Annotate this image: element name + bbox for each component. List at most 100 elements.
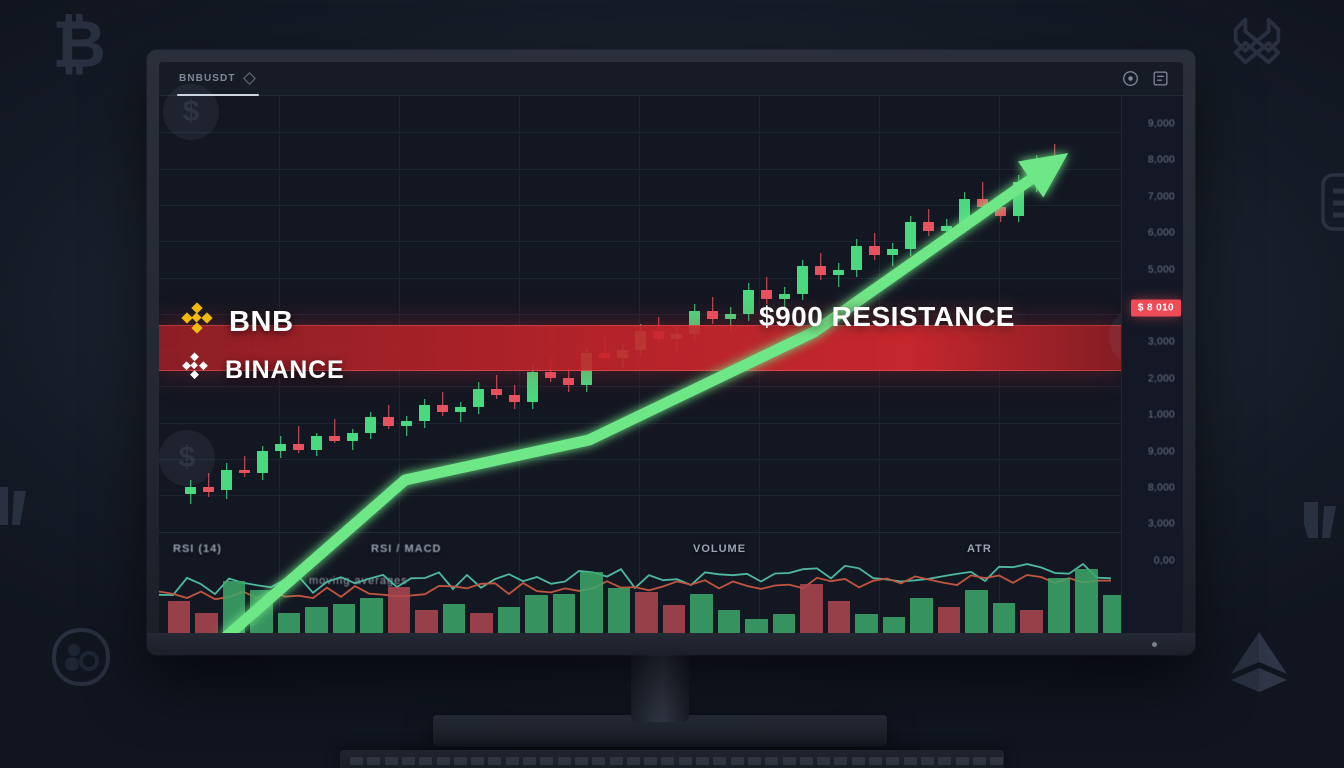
- candle-wick: [495, 374, 498, 399]
- list-panel-icon[interactable]: [1150, 68, 1171, 89]
- candle-wick: [441, 391, 444, 416]
- keyboard[interactable]: [340, 750, 1004, 768]
- diamond-icon[interactable]: [242, 72, 256, 85]
- candlestick: [185, 96, 196, 532]
- keyboard-key[interactable]: [505, 757, 519, 765]
- candle-wick: [981, 181, 984, 213]
- keyboard-key[interactable]: [644, 757, 658, 765]
- keyboard-key[interactable]: [384, 757, 398, 765]
- candle-body: [887, 249, 898, 255]
- candlestick: [707, 96, 718, 532]
- volume-bar: [360, 598, 383, 633]
- candle-body: [455, 407, 466, 413]
- keyboard-key[interactable]: [920, 757, 934, 765]
- binance-diamond-logo-white-icon: [179, 352, 211, 389]
- keyboard-key[interactable]: [765, 757, 779, 765]
- chainlink-icon: [1224, 8, 1290, 74]
- resistance-annotation-label: $900 RESISTANCE: [759, 301, 1015, 332]
- keyboard-key[interactable]: [869, 757, 882, 765]
- candle-body: [941, 225, 952, 231]
- candle-body: [833, 269, 844, 275]
- candle-body: [419, 405, 430, 421]
- keyboard-key[interactable]: [488, 757, 502, 765]
- candlestick: [1049, 96, 1060, 532]
- keyboard-key[interactable]: [592, 757, 606, 765]
- candlestick: [401, 96, 412, 532]
- price-axis-label: 7,000: [1147, 191, 1175, 203]
- candlestick: [203, 96, 214, 532]
- keyboard-key[interactable]: [817, 757, 831, 765]
- keyboard-key[interactable]: [713, 757, 727, 765]
- keyboard-key[interactable]: [401, 757, 415, 765]
- keyboard-key[interactable]: [955, 757, 969, 765]
- litecoin-icon: [1298, 492, 1344, 548]
- keyboard-key[interactable]: [903, 757, 917, 765]
- volume-bar: [745, 618, 768, 633]
- candle-body: [437, 405, 448, 413]
- chart-toolbar: BNBUSDT: [159, 62, 1183, 96]
- keyboard-key[interactable]: [678, 757, 692, 765]
- keyboard-key[interactable]: [972, 757, 986, 765]
- monitor-stand-neck: [631, 650, 689, 722]
- keyboard-key[interactable]: [886, 757, 900, 765]
- volume-bar: [497, 606, 521, 633]
- keyboard-key[interactable]: [367, 757, 381, 765]
- watermark-coin-top: $: [163, 84, 219, 140]
- keyboard-key[interactable]: [799, 757, 813, 765]
- candlestick: [329, 96, 340, 532]
- candle-body: [815, 266, 826, 275]
- keyboard-key[interactable]: [523, 757, 536, 765]
- candle-body: [761, 290, 772, 299]
- candle-body: [401, 420, 412, 426]
- bnb-brand: BNB: [179, 302, 294, 343]
- candle-body: [509, 395, 520, 403]
- keyboard-key[interactable]: [851, 757, 865, 765]
- candle-body: [1031, 161, 1042, 182]
- keyboard-key[interactable]: [540, 757, 554, 765]
- candle-body: [329, 436, 340, 442]
- candle-body: [959, 198, 970, 226]
- keyboard-key[interactable]: [661, 757, 675, 765]
- volume-bar: [250, 589, 273, 633]
- keyboard-key[interactable]: [557, 757, 571, 765]
- price-axis-label: 0,00: [1153, 555, 1175, 567]
- candlestick: [455, 96, 466, 532]
- candle-wick: [1053, 144, 1056, 175]
- candlestick: [365, 96, 376, 532]
- target-icon[interactable]: [1120, 68, 1141, 89]
- keyboard-key[interactable]: [696, 757, 709, 765]
- keyboard-key[interactable]: [990, 757, 1004, 765]
- candle-body: [779, 293, 790, 299]
- keyboard-key[interactable]: [419, 757, 433, 765]
- watermark-coin-middle: $: [159, 430, 215, 486]
- candlestick: [599, 96, 610, 532]
- volume-bar: [525, 595, 548, 633]
- keyboard-key[interactable]: [626, 757, 640, 765]
- volume-bar: [195, 612, 218, 633]
- keyboard-key[interactable]: [730, 757, 744, 765]
- chart-tab-label: BNBUSDT: [179, 73, 236, 84]
- bitcoin-icon: ₿: [52, 5, 106, 83]
- keyboard-key[interactable]: [782, 757, 796, 765]
- keyboard-key[interactable]: [436, 757, 450, 765]
- candle-body: [923, 222, 934, 231]
- keyboard-key[interactable]: [834, 757, 848, 765]
- keyboard-key[interactable]: [747, 757, 761, 765]
- keyboard-key[interactable]: [609, 757, 623, 765]
- indicator-pane[interactable]: RSI (14) RSI / MACD moving averages VOLU…: [159, 532, 1125, 633]
- volume-bar: [552, 593, 576, 633]
- candle-body: [563, 378, 574, 386]
- volume-bar: [580, 572, 603, 633]
- keyboard-key[interactable]: [350, 757, 363, 765]
- volume-bar: [882, 617, 906, 633]
- chart-tab-symbol[interactable]: BNBUSDT: [171, 62, 262, 96]
- keyboard-key[interactable]: [574, 757, 588, 765]
- gridline: [159, 132, 1121, 134]
- keyboard-key[interactable]: [453, 757, 467, 765]
- price-axis[interactable]: 9,0008,0007,0006,0005,0004,0003,0002,000…: [1121, 96, 1183, 633]
- candlestick: [1031, 96, 1042, 532]
- keyboard-key[interactable]: [938, 757, 952, 765]
- volume-bar: [965, 589, 988, 633]
- keyboard-key[interactable]: [471, 757, 485, 765]
- candle-body: [491, 388, 502, 396]
